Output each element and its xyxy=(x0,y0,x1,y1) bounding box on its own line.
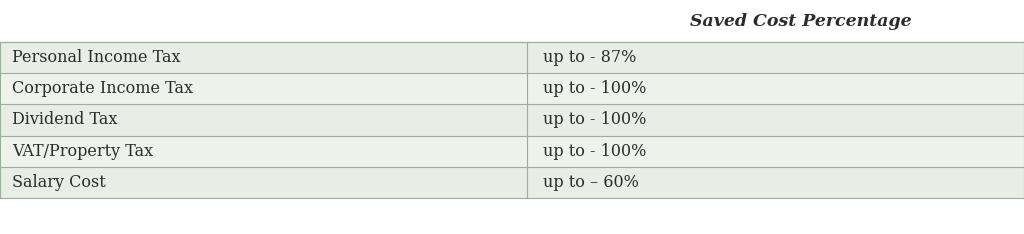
Text: VAT/Property Tax: VAT/Property Tax xyxy=(12,143,154,160)
Text: up to - 100%: up to - 100% xyxy=(543,80,646,97)
Text: Corporate Income Tax: Corporate Income Tax xyxy=(12,80,194,97)
FancyBboxPatch shape xyxy=(0,104,1024,135)
Text: up to - 100%: up to - 100% xyxy=(543,111,646,128)
FancyBboxPatch shape xyxy=(0,42,1024,73)
Text: Salary Cost: Salary Cost xyxy=(12,174,106,191)
Text: Saved Cost Percentage: Saved Cost Percentage xyxy=(690,12,911,29)
Text: up to - 87%: up to - 87% xyxy=(543,49,636,66)
Text: up to – 60%: up to – 60% xyxy=(543,174,639,191)
Text: up to - 100%: up to - 100% xyxy=(543,143,646,160)
FancyBboxPatch shape xyxy=(0,73,1024,104)
FancyBboxPatch shape xyxy=(0,135,1024,167)
FancyBboxPatch shape xyxy=(0,167,1024,198)
Text: Dividend Tax: Dividend Tax xyxy=(12,111,118,128)
Text: Personal Income Tax: Personal Income Tax xyxy=(12,49,181,66)
